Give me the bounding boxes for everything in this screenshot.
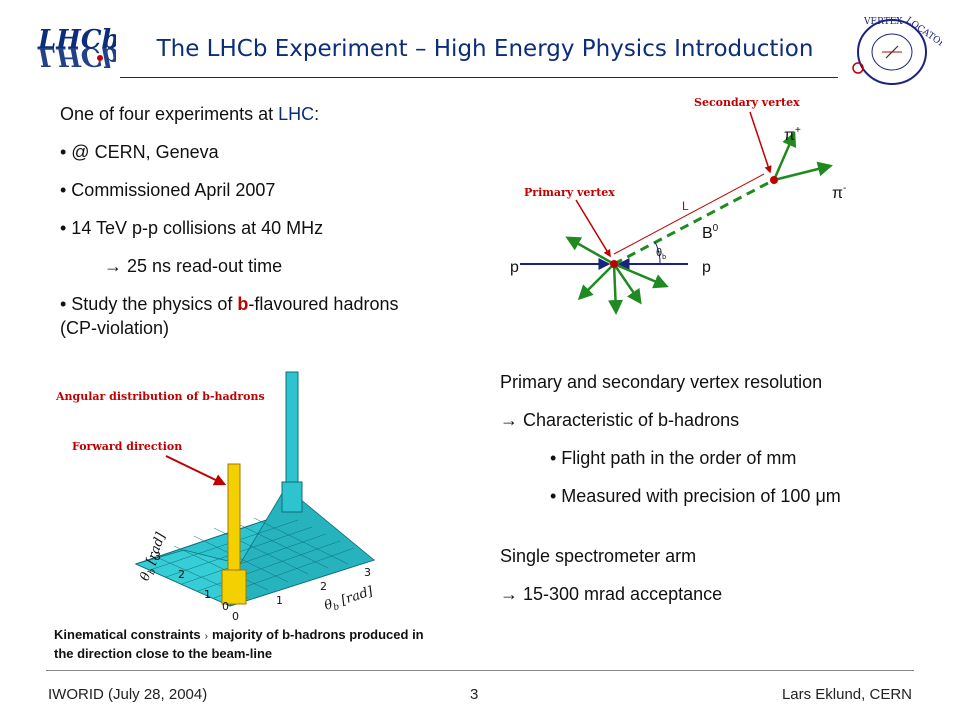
sub-bullet-readout: → 25 ns read-out time bbox=[104, 256, 283, 276]
pi-minus-label: π- bbox=[832, 183, 846, 202]
bullet-bphysics: • Study the physics of b-flavoured hadro… bbox=[60, 292, 440, 340]
x-tick-1: 1 bbox=[276, 594, 283, 607]
secondary-vertex-pointer bbox=[749, 111, 772, 174]
footer-author: Lars Eklund, CERN bbox=[781, 686, 912, 703]
proton-right-label: p bbox=[702, 259, 711, 276]
flight-length-line bbox=[613, 173, 765, 255]
footer-event: IWORID (July 28, 2004) bbox=[48, 686, 208, 703]
theta-sub: b bbox=[662, 254, 666, 261]
resolution-line-1: → Characteristic of b-hadrons bbox=[500, 410, 740, 430]
y-tick-1: 1 bbox=[204, 588, 211, 601]
pi-minus-track bbox=[773, 161, 833, 182]
b0-symbol: B bbox=[702, 225, 713, 242]
angular-distribution-label: Angular distribution of b-hadrons bbox=[55, 390, 265, 403]
pi-plus-sup: + bbox=[795, 125, 801, 136]
bullet-bphysics-prefix: • Study the physics of bbox=[60, 294, 238, 314]
pi-plus-track bbox=[772, 131, 797, 181]
page-title: The LHCb Experiment – High Energy Physic… bbox=[156, 36, 814, 62]
b0-flight-path bbox=[613, 180, 771, 266]
pi-plus-symbol: π bbox=[784, 127, 795, 144]
x-tick-0: 0 bbox=[232, 610, 239, 623]
primary-vertex-label: Primary vertex bbox=[524, 186, 615, 199]
bullet-bphysics-b: b bbox=[237, 294, 249, 314]
angular-distribution-plot: Angular distribution of b-hadrons Forwar… bbox=[55, 371, 377, 623]
primary-vertex-pointer bbox=[575, 199, 611, 258]
spectrometer-title: Single spectrometer arm bbox=[500, 546, 697, 566]
bullet-cern: • @ CERN, Geneva bbox=[60, 142, 219, 162]
forward-direction-arrow bbox=[165, 455, 227, 486]
bullet-bphysics-suffix: -flavoured hadrons (CP-violation) bbox=[60, 294, 399, 338]
x-axis-label: θb[rad] bbox=[323, 584, 377, 616]
footer-divider bbox=[46, 670, 914, 671]
x-tick-3: 3 bbox=[364, 566, 371, 579]
primary-vertex-dot bbox=[610, 260, 618, 268]
primary-tracks bbox=[565, 236, 669, 315]
svg-text:LOCATOR: LOCATOR bbox=[904, 16, 942, 51]
pi-plus-label: π+ bbox=[784, 125, 801, 144]
intro-prefix: One of four experiments at bbox=[60, 104, 279, 124]
caption-part1: Kinematical constraints bbox=[54, 627, 201, 642]
intro-line: One of four experiments at LHC: bbox=[60, 102, 319, 126]
x-axis-sub: b bbox=[332, 602, 341, 613]
y-tick-2: 2 bbox=[178, 568, 185, 581]
lhcb-logo: LHCb LHCb bbox=[37, 25, 116, 71]
flight-length-label: L bbox=[682, 199, 689, 213]
spectrometer-line-1: → 15-300 mrad acceptance bbox=[500, 584, 723, 604]
footer-page-number: 3 bbox=[470, 686, 479, 703]
b0-sup: 0 bbox=[713, 223, 719, 234]
pi-minus-sup: - bbox=[843, 183, 846, 194]
proton-left-label: p bbox=[510, 259, 519, 276]
intro-lhc: LHC bbox=[278, 104, 315, 124]
x-tick-2: 2 bbox=[320, 580, 327, 593]
b0-label: B0 bbox=[702, 223, 719, 242]
bullet-commissioned: • Commissioned April 2007 bbox=[60, 180, 276, 200]
theta-symbol: θ bbox=[656, 247, 662, 259]
svg-text:LHCb: LHCb bbox=[37, 41, 116, 71]
title-divider bbox=[120, 77, 838, 78]
bullet-collisions: • 14 TeV p-p collisions at 40 MHz bbox=[60, 218, 324, 238]
vertex-diagram: Secondary vertex Primary vertex π+ π- L … bbox=[510, 96, 846, 315]
secondary-vertex-label: Secondary vertex bbox=[694, 96, 800, 109]
svg-text:VERTEX: VERTEX bbox=[863, 17, 903, 27]
resolution-title: Primary and secondary vertex resolution bbox=[500, 372, 823, 392]
theta-arc bbox=[654, 241, 661, 265]
resolution-line-3: • Measured with precision of 100 μm bbox=[550, 486, 841, 506]
forward-peak-base bbox=[221, 569, 247, 605]
theta-label: θb bbox=[656, 247, 666, 261]
intro-suffix: : bbox=[314, 104, 320, 124]
plot-caption: Kinematical constraints › majority of b-ha… bbox=[54, 626, 434, 662]
pi-minus-symbol: π bbox=[832, 185, 843, 202]
backward-peak-base bbox=[281, 481, 303, 513]
secondary-vertex-dot bbox=[770, 176, 778, 184]
svg-text:LHCb: LHCb bbox=[37, 25, 116, 55]
y-tick-3: 3 bbox=[154, 550, 161, 563]
forward-direction-label: Forward direction bbox=[72, 440, 182, 453]
caption-part2: majority of b-hadrons produced in the di… bbox=[54, 627, 424, 661]
vertex-locator-logo: VERTEX LOCATOR bbox=[852, 16, 942, 85]
y-tick-0: 0 bbox=[222, 600, 229, 613]
x-axis-unit: [rad] bbox=[339, 584, 375, 609]
y-axis-sub: b bbox=[147, 567, 158, 576]
resolution-line-2: • Flight path in the order of mm bbox=[550, 448, 797, 468]
caption-arrow: › bbox=[204, 631, 208, 642]
